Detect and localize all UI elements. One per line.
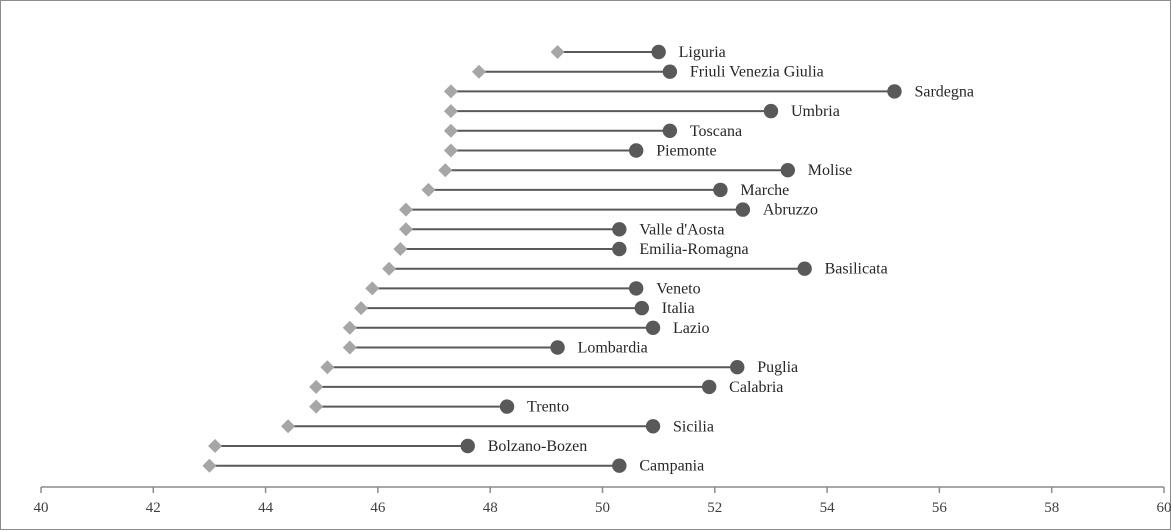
region-label: Italia bbox=[662, 300, 695, 317]
end-marker-dot bbox=[646, 419, 660, 433]
end-marker-dot bbox=[550, 340, 564, 354]
end-marker-dot bbox=[500, 399, 514, 413]
end-marker-dot bbox=[663, 65, 677, 79]
region-label: Emilia-Romagna bbox=[639, 241, 748, 258]
end-marker-dot bbox=[629, 281, 643, 295]
region-label: Sardegna bbox=[914, 83, 974, 100]
start-marker-diamond bbox=[343, 341, 357, 355]
end-marker-dot bbox=[612, 459, 626, 473]
region-label: Piemonte bbox=[656, 143, 716, 160]
x-axis: 40 42 44 46 48 50 52 54 56 58 60 bbox=[34, 487, 1171, 516]
x-tick-label: 48 bbox=[483, 500, 498, 516]
end-marker-dot bbox=[781, 163, 795, 177]
start-marker-diamond bbox=[551, 45, 565, 59]
end-marker-dot bbox=[736, 202, 750, 216]
x-tick-label: 52 bbox=[707, 500, 722, 516]
start-marker-diamond bbox=[444, 84, 458, 98]
region-label: Calabria bbox=[729, 379, 783, 396]
region-label: Marche bbox=[740, 182, 789, 199]
x-tick-label: 54 bbox=[820, 500, 836, 516]
end-marker-dot bbox=[797, 262, 811, 276]
start-marker-diamond bbox=[309, 380, 323, 394]
region-label: Lombardia bbox=[578, 340, 648, 357]
region-label: Toscana bbox=[690, 123, 742, 140]
end-marker-dot bbox=[629, 143, 643, 157]
start-marker-diamond bbox=[343, 321, 357, 335]
region-label: Campania bbox=[639, 458, 704, 475]
start-marker-diamond bbox=[382, 262, 396, 276]
x-tick-label: 58 bbox=[1044, 500, 1059, 516]
region-label: Valle d'Aosta bbox=[639, 221, 724, 238]
region-label: Puglia bbox=[757, 359, 798, 376]
region-label: Molise bbox=[808, 162, 852, 179]
region-label: Lazio bbox=[673, 320, 709, 337]
start-marker-diamond bbox=[281, 419, 295, 433]
region-label: Basilicata bbox=[825, 261, 888, 278]
end-marker-dot bbox=[730, 360, 744, 374]
start-marker-diamond bbox=[354, 301, 368, 315]
start-marker-diamond bbox=[399, 222, 413, 236]
region-label: Friuli Venezia Giulia bbox=[690, 64, 824, 81]
start-marker-diamond bbox=[438, 163, 452, 177]
start-marker-diamond bbox=[320, 360, 334, 374]
end-marker-dot bbox=[887, 84, 901, 98]
start-marker-diamond bbox=[421, 183, 435, 197]
start-marker-diamond bbox=[444, 104, 458, 118]
end-marker-dot bbox=[663, 124, 677, 138]
end-marker-dot bbox=[646, 321, 660, 335]
start-marker-diamond bbox=[365, 281, 379, 295]
region-label: Trento bbox=[527, 399, 569, 416]
end-marker-dot bbox=[764, 104, 778, 118]
x-tick-label: 44 bbox=[258, 500, 274, 516]
region-label: Veneto bbox=[656, 280, 700, 297]
region-label: Bolzano-Bozen bbox=[488, 438, 588, 455]
start-marker-diamond bbox=[208, 439, 222, 453]
start-marker-diamond bbox=[393, 242, 407, 256]
region-label: Sicilia bbox=[673, 418, 714, 435]
region-label: Umbria bbox=[791, 103, 840, 120]
end-marker-dot bbox=[702, 380, 716, 394]
x-tick-label: 50 bbox=[595, 500, 610, 516]
start-marker-diamond bbox=[444, 144, 458, 158]
x-tick-label: 46 bbox=[370, 500, 386, 516]
x-tick-label: 60 bbox=[1157, 500, 1171, 516]
end-marker-dot bbox=[713, 183, 727, 197]
end-marker-dot bbox=[461, 439, 475, 453]
end-marker-dot bbox=[635, 301, 649, 315]
start-marker-diamond bbox=[399, 203, 413, 217]
end-marker-dot bbox=[651, 45, 665, 59]
region-label: Abruzzo bbox=[763, 202, 818, 219]
start-marker-diamond bbox=[202, 459, 216, 473]
x-tick-label: 40 bbox=[34, 500, 49, 516]
start-marker-diamond bbox=[309, 400, 323, 414]
start-marker-diamond bbox=[472, 65, 486, 79]
end-marker-dot bbox=[612, 242, 626, 256]
start-marker-diamond bbox=[444, 124, 458, 138]
x-tick-label: 56 bbox=[932, 500, 948, 516]
x-tick-label: 42 bbox=[146, 500, 161, 516]
region-label: Liguria bbox=[679, 44, 726, 61]
end-marker-dot bbox=[612, 222, 626, 236]
row-labels: Liguria Friuli Venezia Giulia Sardegna Umbr… bbox=[488, 44, 974, 475]
